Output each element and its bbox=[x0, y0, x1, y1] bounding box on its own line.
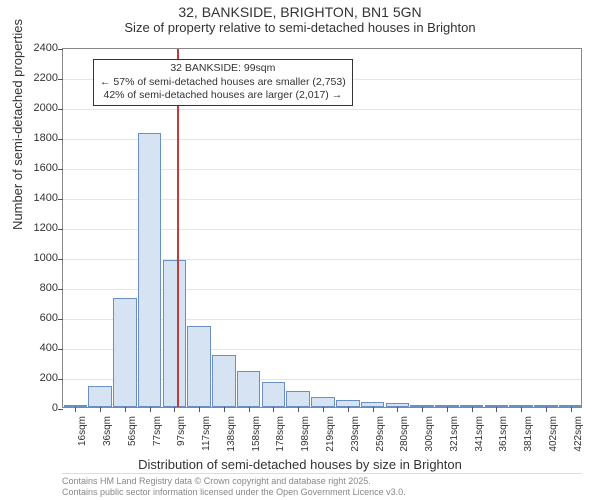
y-tick-mark bbox=[58, 409, 63, 410]
title-subtitle: Size of property relative to semi-detach… bbox=[0, 20, 600, 35]
x-tick-mark bbox=[447, 407, 448, 412]
y-tick-mark bbox=[58, 109, 63, 110]
x-tick-label: 36sqm bbox=[102, 416, 113, 446]
histogram-bar bbox=[286, 391, 310, 408]
x-tick-mark bbox=[373, 407, 374, 412]
x-tick-mark bbox=[199, 407, 200, 412]
x-tick-mark bbox=[472, 407, 473, 412]
y-tick-mark bbox=[58, 49, 63, 50]
histogram-bar bbox=[212, 355, 236, 408]
chart-container: 32, BANKSIDE, BRIGHTON, BN1 5GN Size of … bbox=[0, 0, 600, 500]
y-tick-mark bbox=[58, 259, 63, 260]
x-tick-mark bbox=[546, 407, 547, 412]
x-tick-mark bbox=[150, 407, 151, 412]
x-tick-mark bbox=[397, 407, 398, 412]
x-tick-label: 77sqm bbox=[152, 416, 163, 446]
y-tick-mark bbox=[58, 229, 63, 230]
footer-credits: Contains HM Land Registry data © Crown c… bbox=[62, 473, 582, 498]
x-tick-label: 300sqm bbox=[424, 416, 435, 452]
x-tick-label: 259sqm bbox=[375, 416, 386, 452]
histogram-bar bbox=[187, 326, 211, 407]
x-tick-mark bbox=[571, 407, 572, 412]
histogram-bar bbox=[336, 400, 360, 408]
x-tick-label: 56sqm bbox=[127, 416, 138, 446]
x-tick-mark bbox=[521, 407, 522, 412]
y-tick-mark bbox=[58, 199, 63, 200]
histogram-bar bbox=[262, 382, 286, 408]
y-tick-mark bbox=[58, 169, 63, 170]
x-tick-label: 321sqm bbox=[449, 416, 460, 452]
annotation-line2: ← 57% of semi-detached houses are smalle… bbox=[100, 76, 346, 90]
y-tick-label: 1000 bbox=[0, 252, 58, 264]
y-tick-label: 2000 bbox=[0, 102, 58, 114]
y-tick-label: 2400 bbox=[0, 42, 58, 54]
y-tick-label: 1400 bbox=[0, 192, 58, 204]
x-tick-label: 239sqm bbox=[350, 416, 361, 452]
x-tick-mark bbox=[348, 407, 349, 412]
x-tick-label: 97sqm bbox=[176, 416, 187, 446]
histogram-bar bbox=[163, 260, 187, 407]
x-tick-mark bbox=[100, 407, 101, 412]
x-tick-mark bbox=[249, 407, 250, 412]
x-tick-mark bbox=[125, 407, 126, 412]
histogram-bar bbox=[113, 298, 137, 408]
plot-inner: 32 BANKSIDE: 99sqm← 57% of semi-detached… bbox=[62, 48, 582, 408]
y-tick-label: 200 bbox=[0, 372, 58, 384]
histogram-bar bbox=[311, 397, 335, 408]
x-tick-label: 422sqm bbox=[573, 416, 584, 452]
gridline bbox=[63, 109, 581, 110]
histogram-bar bbox=[138, 133, 162, 408]
x-tick-label: 361sqm bbox=[498, 416, 509, 452]
y-tick-mark bbox=[58, 319, 63, 320]
y-tick-label: 400 bbox=[0, 342, 58, 354]
footer-line2: Contains public sector information licen… bbox=[62, 487, 582, 498]
x-tick-mark bbox=[422, 407, 423, 412]
x-tick-label: 138sqm bbox=[226, 416, 237, 452]
y-tick-label: 1800 bbox=[0, 132, 58, 144]
x-tick-label: 381sqm bbox=[523, 416, 534, 452]
y-tick-mark bbox=[58, 349, 63, 350]
y-tick-mark bbox=[58, 139, 63, 140]
x-tick-mark bbox=[323, 407, 324, 412]
x-tick-mark bbox=[273, 407, 274, 412]
annotation-line1: 32 BANKSIDE: 99sqm bbox=[100, 62, 346, 76]
y-tick-label: 600 bbox=[0, 312, 58, 324]
x-axis-label: Distribution of semi-detached houses by … bbox=[0, 457, 600, 472]
y-tick-mark bbox=[58, 289, 63, 290]
x-tick-label: 341sqm bbox=[474, 416, 485, 452]
y-tick-label: 800 bbox=[0, 282, 58, 294]
x-tick-label: 117sqm bbox=[201, 416, 212, 451]
y-tick-label: 0 bbox=[0, 402, 58, 414]
x-tick-label: 219sqm bbox=[325, 416, 336, 452]
histogram-bar bbox=[237, 371, 261, 407]
x-tick-label: 280sqm bbox=[399, 416, 410, 452]
title-block: 32, BANKSIDE, BRIGHTON, BN1 5GN Size of … bbox=[0, 0, 600, 35]
y-tick-label: 1600 bbox=[0, 162, 58, 174]
x-tick-label: 402sqm bbox=[548, 416, 559, 452]
annotation-box: 32 BANKSIDE: 99sqm← 57% of semi-detached… bbox=[93, 59, 353, 106]
x-tick-mark bbox=[224, 407, 225, 412]
x-tick-mark bbox=[496, 407, 497, 412]
x-tick-label: 158sqm bbox=[251, 416, 262, 452]
y-tick-mark bbox=[58, 379, 63, 380]
y-tick-label: 2200 bbox=[0, 72, 58, 84]
footer-line1: Contains HM Land Registry data © Crown c… bbox=[62, 476, 582, 487]
x-tick-mark bbox=[75, 407, 76, 412]
x-tick-label: 178sqm bbox=[275, 416, 286, 452]
annotation-line3: 42% of semi-detached houses are larger (… bbox=[100, 89, 346, 103]
x-tick-mark bbox=[174, 407, 175, 412]
histogram-bar bbox=[88, 386, 112, 407]
x-tick-label: 198sqm bbox=[300, 416, 311, 452]
x-tick-label: 16sqm bbox=[77, 416, 88, 446]
y-tick-label: 1200 bbox=[0, 222, 58, 234]
plot-area: 32 BANKSIDE: 99sqm← 57% of semi-detached… bbox=[62, 48, 582, 408]
title-address: 32, BANKSIDE, BRIGHTON, BN1 5GN bbox=[0, 4, 600, 20]
y-tick-mark bbox=[58, 79, 63, 80]
x-tick-mark bbox=[298, 407, 299, 412]
